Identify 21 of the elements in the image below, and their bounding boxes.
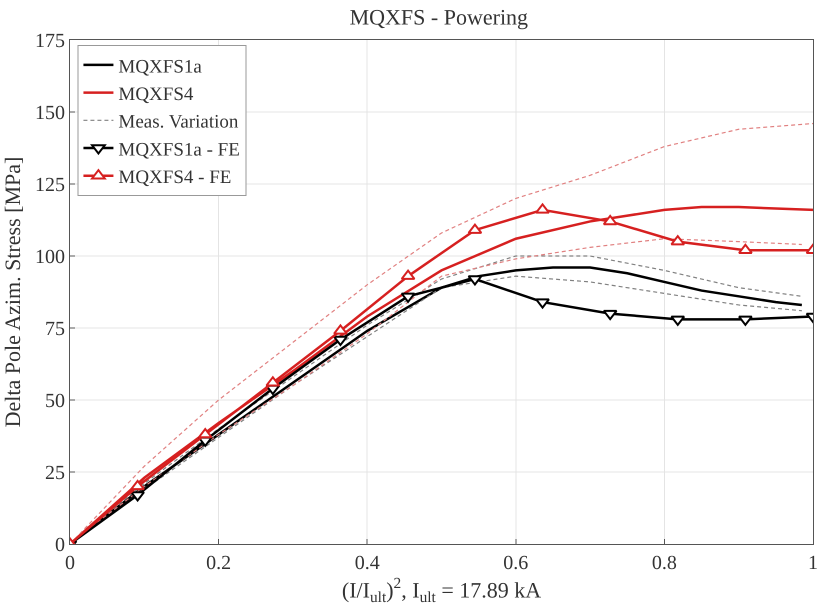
x-tick-label: 0.2 — [206, 552, 232, 574]
x-axis-title: (I/I$_{ult}$)$^{2}$, I$_{ult}$ = 17.89 kA — [342, 575, 542, 606]
x-tick-label: 1 — [808, 552, 818, 574]
x-tick-label: 0.8 — [652, 552, 677, 574]
chart-title: MQXFS - Powering — [350, 4, 528, 30]
legend-label: MQXFS4 - FE — [118, 167, 232, 188]
x-tick-label: 0.6 — [503, 552, 528, 574]
y-tick-label: 150 — [35, 102, 65, 124]
y-tick-label: 125 — [35, 174, 65, 196]
legend-label: MQXFS1a - FE — [118, 139, 240, 160]
y-tick-label: 25 — [45, 462, 65, 484]
y-tick-label: 50 — [45, 390, 65, 412]
y-tick-label: 175 — [35, 30, 65, 52]
y-axis-title: Delta Pole Azim. Stress [MPa] — [0, 156, 25, 428]
y-tick-label: 75 — [45, 318, 65, 340]
legend-label: MQXFS4 — [118, 84, 194, 105]
legend-label: MQXFS1a — [118, 56, 202, 78]
legend-label: Meas. Variation — [118, 112, 239, 133]
x-tick-label: 0.4 — [354, 552, 380, 574]
y-tick-label: 0 — [55, 534, 65, 556]
y-tick-label: 100 — [35, 246, 65, 268]
